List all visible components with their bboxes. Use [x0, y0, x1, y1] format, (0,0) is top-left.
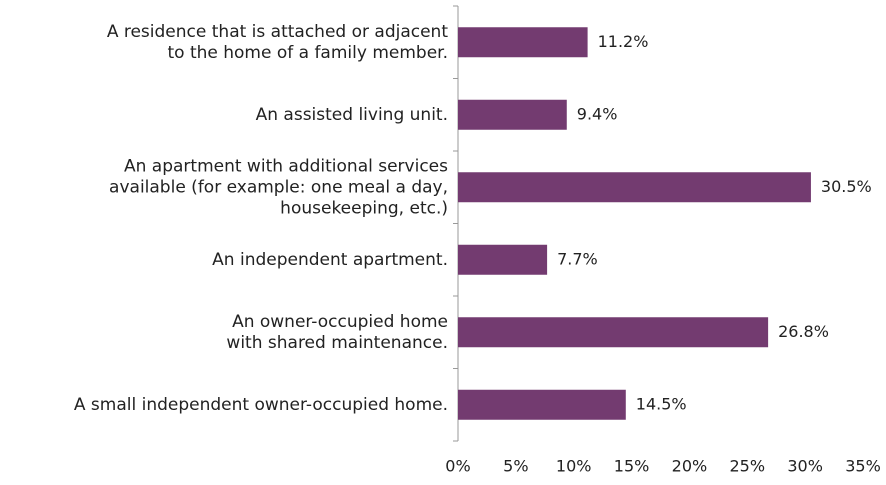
x-tick-label: 25%: [730, 457, 766, 476]
y-tick-label: An apartment with additional services: [124, 156, 448, 176]
value-label: 9.4%: [577, 104, 618, 123]
y-tick-label: An assisted living unit.: [256, 105, 448, 125]
x-tick-label: 5%: [503, 457, 528, 476]
x-tick-label: 0%: [445, 457, 470, 476]
y-tick-label: An independent apartment.: [212, 250, 448, 270]
y-tick-label: A residence that is attached or adjacent: [107, 22, 448, 42]
x-tick-label: 15%: [614, 457, 650, 476]
y-tick-label: housekeeping, etc.): [280, 198, 448, 218]
y-tick-label: An owner-occupied home: [232, 312, 448, 332]
x-tick-label: 10%: [556, 457, 592, 476]
bar: [458, 99, 567, 130]
bar: [458, 172, 811, 203]
bar: [458, 317, 769, 348]
y-tick-label: to the home of a family member.: [167, 43, 448, 63]
bar: [458, 389, 626, 420]
y-tick-label: with shared maintenance.: [226, 333, 448, 353]
x-tick-label: 35%: [845, 457, 881, 476]
value-label: 14.5%: [636, 394, 687, 413]
value-label: 30.5%: [821, 177, 872, 196]
y-tick-label: A small independent owner-occupied home.: [74, 395, 448, 415]
value-label: 7.7%: [557, 249, 598, 268]
bar: [458, 27, 588, 58]
value-label: 11.2%: [598, 32, 649, 51]
x-tick-label: 20%: [672, 457, 708, 476]
y-tick-label: available (for example: one meal a day,: [109, 177, 448, 197]
x-tick-label: 30%: [787, 457, 823, 476]
bar: [458, 244, 548, 275]
value-label: 26.8%: [778, 322, 829, 341]
